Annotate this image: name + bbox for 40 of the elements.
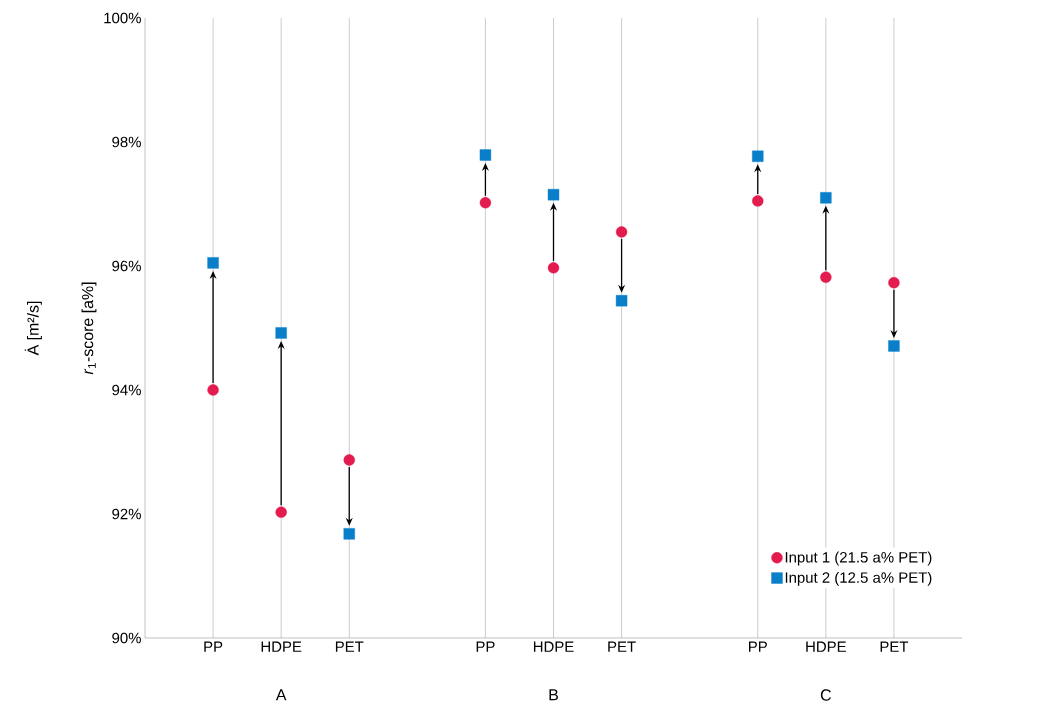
y-axis-title: r$_{1}$-score [a%] <box>81 282 97 375</box>
y-tick-label: 94% <box>112 384 141 396</box>
point <box>888 340 900 352</box>
y-tick-label: 96% <box>112 260 141 272</box>
point <box>752 195 764 207</box>
point <box>343 454 355 466</box>
point <box>343 528 355 540</box>
point <box>479 149 492 161</box>
y-tick-label: 100% <box>104 12 141 24</box>
point <box>615 226 628 238</box>
y-tick-label: 98% <box>112 136 141 148</box>
point <box>752 150 764 162</box>
point <box>615 295 628 307</box>
point <box>820 192 832 204</box>
point <box>547 262 560 274</box>
x-tick-label: PET <box>335 641 364 652</box>
text: B <box>549 689 558 701</box>
y-tick-label: 90% <box>112 632 141 644</box>
x-tick-label: PP <box>204 641 223 652</box>
point <box>888 277 900 289</box>
y-tick-label: 92% <box>112 508 141 520</box>
point <box>207 257 219 269</box>
point <box>547 189 560 201</box>
point <box>820 271 832 283</box>
x-tick-label: PP <box>476 641 495 652</box>
x-tick-label: PET <box>880 641 909 652</box>
point <box>479 197 492 209</box>
text: A <box>275 689 287 701</box>
point <box>207 384 219 396</box>
text: C <box>820 689 831 701</box>
point <box>275 506 287 518</box>
x-tick-label: HDPE <box>533 641 574 652</box>
x-tick-label: PET <box>608 641 636 652</box>
text: Ȧ [m²/s] <box>24 301 42 356</box>
x-tick-label: PP <box>749 641 767 652</box>
x-tick-label: HDPE <box>261 641 302 652</box>
x-tick-label: HDPE <box>806 641 846 652</box>
legend-label: Input 1 (21.5 a% PET) <box>785 551 932 566</box>
legend-label: Input 2 (12.5 a% PET) <box>785 571 932 586</box>
point <box>275 327 287 339</box>
